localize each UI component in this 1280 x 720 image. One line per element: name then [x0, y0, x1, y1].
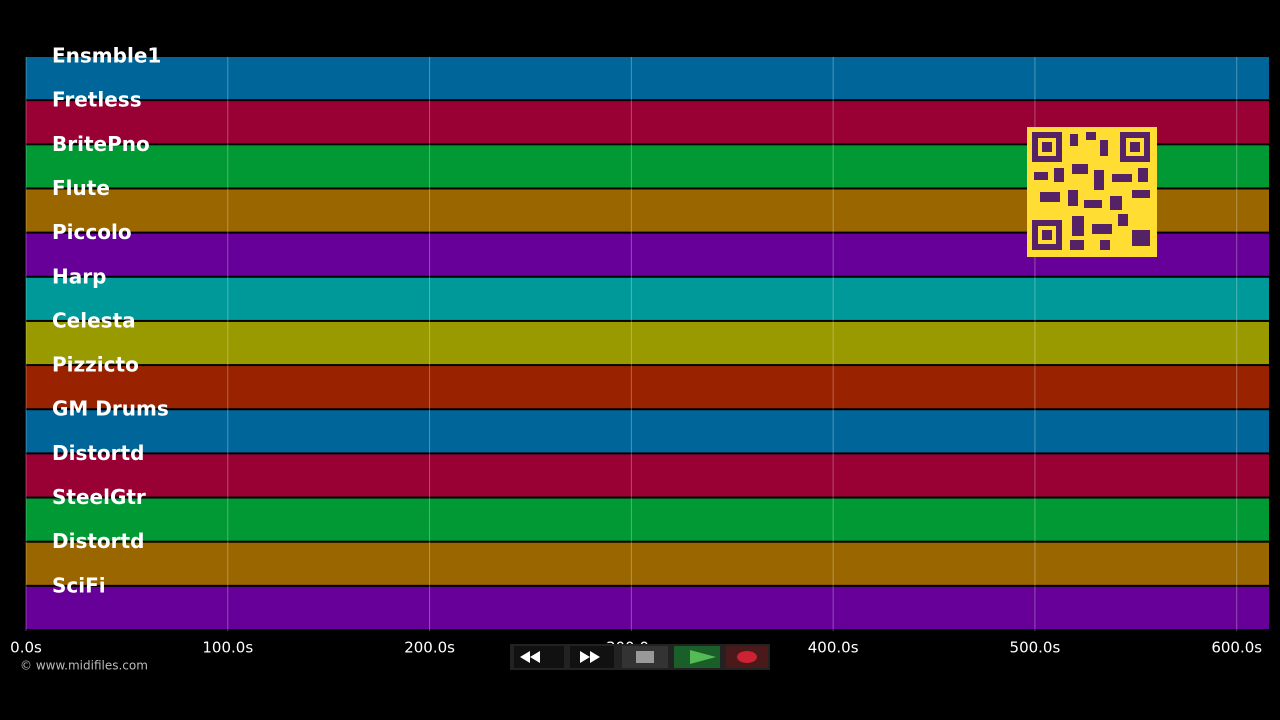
x-tick-label: 400.0s: [808, 639, 859, 657]
x-tick-label: 200.0s: [404, 639, 455, 657]
track-row: [26, 277, 1269, 320]
track-name: SteelGtr: [52, 485, 146, 509]
rewind-button[interactable]: [514, 646, 564, 668]
copyright: © www.midifiles.com: [20, 659, 148, 673]
qr-code: [1027, 127, 1157, 257]
x-tick-label: 600.0s: [1211, 639, 1262, 657]
track-name: Harp: [52, 264, 106, 288]
track-row: [26, 321, 1269, 365]
track-name: Flute: [52, 176, 110, 200]
track-row: [26, 498, 1269, 541]
x-tick-label: 500.0s: [1010, 639, 1061, 657]
track-row: [26, 542, 1269, 585]
grid: [25, 57, 1238, 631]
track-name: SciFi: [52, 573, 106, 597]
track-row: [26, 366, 1269, 409]
track-row: [26, 410, 1269, 453]
track-row: [26, 454, 1269, 497]
track-name: Piccolo: [52, 220, 132, 244]
track-name: Distortd: [52, 529, 144, 553]
track-name: Ensmble1: [52, 44, 161, 68]
track-name: GM Drums: [52, 397, 169, 421]
playback-controls: [510, 644, 770, 670]
stop-button[interactable]: [622, 646, 668, 668]
x-tick-label: 0.0s: [10, 639, 42, 657]
track-row: [26, 57, 1269, 100]
track-name: Distortd: [52, 441, 144, 465]
track-name: Fretless: [52, 88, 142, 112]
track-name: Celesta: [52, 308, 136, 332]
track-row: [26, 586, 1269, 629]
track-name: Pizzicto: [52, 353, 139, 377]
x-tick-label: 100.0s: [202, 639, 253, 657]
record-button[interactable]: [726, 646, 768, 668]
play-button[interactable]: [674, 646, 720, 668]
track-labels: Ensmble1 Fretless BritePno Flute Piccolo Harp…: [52, 44, 169, 598]
fast-forward-button[interactable]: [570, 646, 614, 668]
track-name: BritePno: [52, 132, 150, 156]
